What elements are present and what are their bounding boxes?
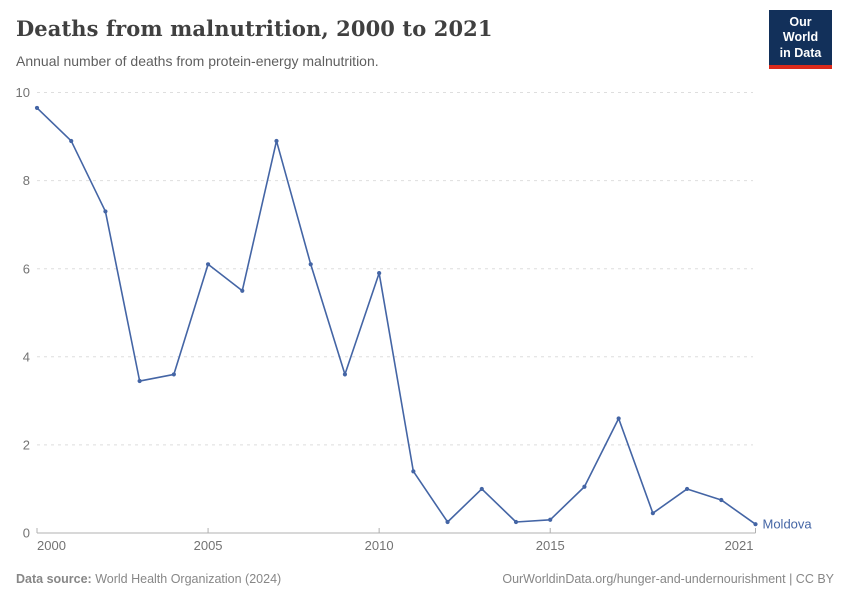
- data-point-2001: [69, 138, 74, 144]
- data-point-2010: [377, 271, 382, 276]
- x-tick-label-2010: 2010: [365, 538, 394, 553]
- page-subtitle: Annual number of deaths from protein-ene…: [16, 53, 379, 69]
- series-line-moldova[interactable]: [36, 107, 757, 525]
- y-tick-label-8: 8: [23, 173, 30, 188]
- y-tick-label-0: 0: [23, 526, 30, 541]
- data-point-2015: [548, 517, 553, 522]
- data-point-2020: [719, 497, 724, 503]
- data-point-2008: [308, 262, 313, 267]
- owid-logo[interactable]: Our World in Data: [769, 10, 832, 69]
- data-point-2006: [240, 288, 245, 293]
- data-point-2009: [342, 372, 348, 377]
- data-point-2016: [582, 484, 587, 489]
- x-tick-label-2000: 2000: [37, 538, 66, 553]
- credit-text: OurWorldinData.org/hunger-and-undernouri…: [502, 572, 834, 586]
- y-tick-label-2: 2: [23, 437, 30, 452]
- data-point-2011: [411, 469, 416, 474]
- data-point-2017: [616, 416, 621, 421]
- data-point-2004: [171, 372, 176, 377]
- data-point-2002: [103, 209, 108, 214]
- x-tick-label-2021: 2021: [725, 538, 754, 553]
- data-point-2005: [205, 262, 211, 267]
- owid-logo-line2: in Data: [779, 45, 822, 60]
- data-point-2007: [274, 138, 279, 144]
- data-point-2019: [684, 486, 690, 492]
- x-tick-label-2015: 2015: [536, 538, 565, 553]
- data-source-label: Data source:: [16, 572, 92, 586]
- data-point-2021: [753, 522, 758, 527]
- series-end-label-moldova[interactable]: Moldova: [763, 517, 813, 532]
- data-point-2013: [479, 486, 484, 492]
- chart-footer: Data source: World Health Organization (…: [16, 572, 834, 586]
- data-point-2014: [513, 519, 519, 525]
- data-source: Data source: World Health Organization (…: [16, 572, 281, 586]
- data-point-2003: [137, 378, 142, 384]
- y-tick-label-6: 6: [23, 261, 30, 276]
- page-title: Deaths from malnutrition, 2000 to 2021: [16, 16, 493, 41]
- x-tick-label-2005: 2005: [194, 538, 223, 553]
- y-tick-label-4: 4: [23, 349, 30, 364]
- owid-logo-line1: Our World: [782, 15, 819, 45]
- data-source-text: World Health Organization (2024): [91, 572, 282, 586]
- data-point-2018: [650, 511, 655, 516]
- data-point-2000: [34, 105, 40, 111]
- data-point-2012: [445, 519, 450, 525]
- y-tick-label-10: 10: [16, 85, 30, 100]
